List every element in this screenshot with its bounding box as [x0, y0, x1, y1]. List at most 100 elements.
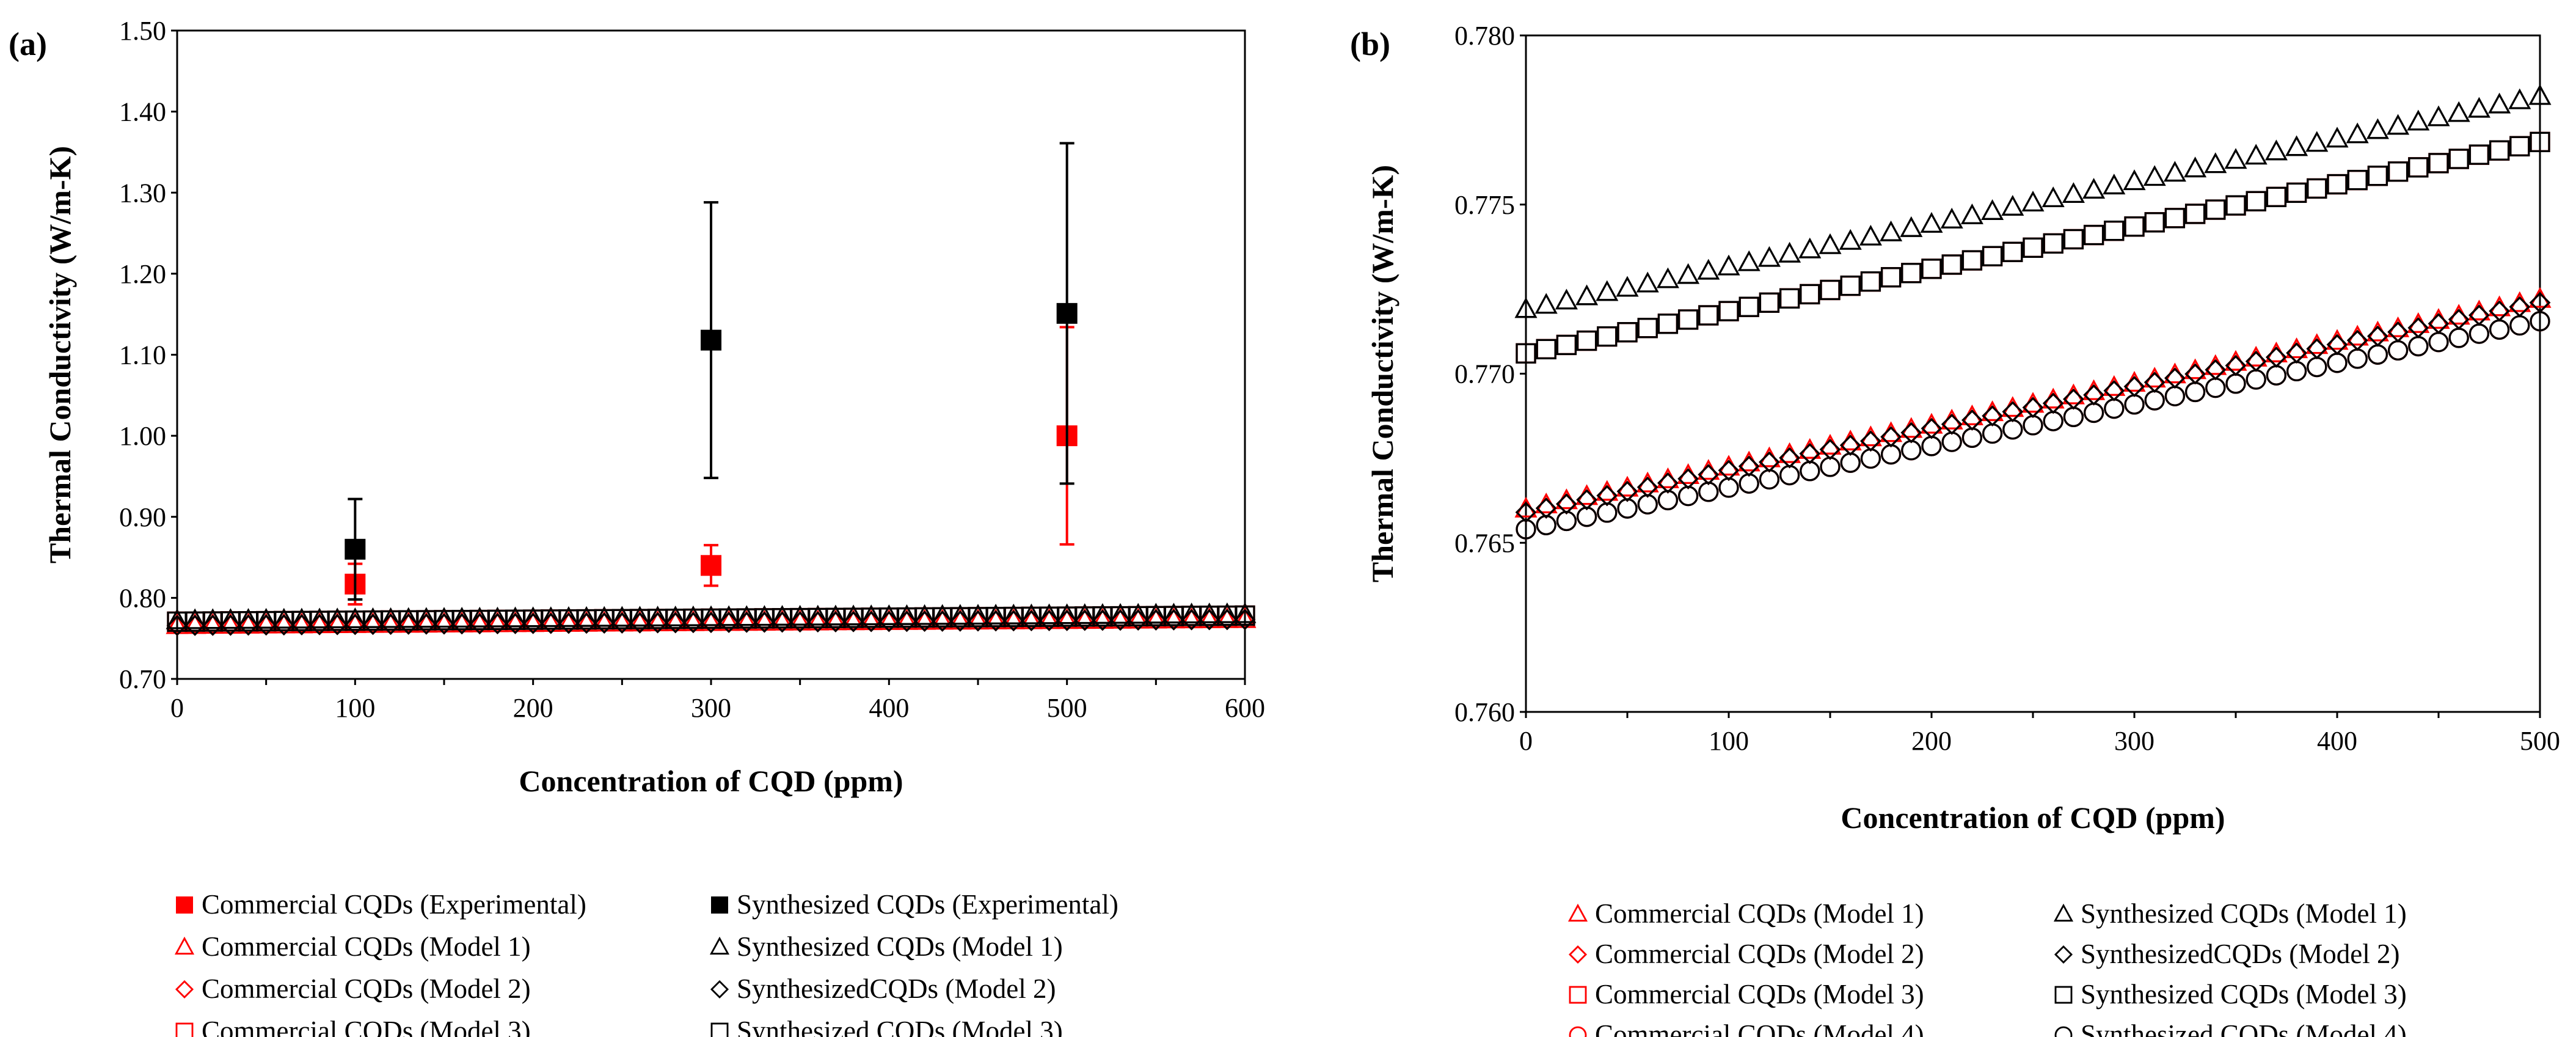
- data-point: [2124, 216, 2145, 237]
- data-point: [1718, 477, 1739, 498]
- data-point: [326, 612, 349, 634]
- data-point: [1073, 608, 1096, 629]
- legend-marker: [709, 936, 730, 955]
- legend-label: Commercial CQDs (Model 3): [202, 1016, 531, 1037]
- data-point: [2347, 348, 2368, 369]
- data-point: [1597, 326, 1618, 347]
- data-point: [700, 612, 722, 633]
- data-point: [326, 614, 348, 636]
- data-point: [2448, 328, 2469, 348]
- data-point: [2428, 153, 2449, 174]
- data-point: [1020, 603, 1043, 625]
- data-point: [2408, 335, 2429, 357]
- data-point: [2246, 369, 2266, 390]
- data-point: [647, 612, 668, 634]
- data-point: [2367, 344, 2388, 365]
- data-point: [2163, 161, 2186, 182]
- data-point: [2043, 233, 2063, 254]
- data-point: [1109, 609, 1131, 631]
- data-point: [2023, 237, 2043, 258]
- data-point: [789, 609, 812, 631]
- data-point: [379, 612, 403, 633]
- data-point: [2468, 144, 2490, 165]
- data-point: [1198, 607, 1221, 628]
- data-point: [1575, 284, 1599, 306]
- data-point: [1636, 271, 1659, 293]
- data-point: [166, 613, 189, 634]
- data-point: [2143, 165, 2166, 186]
- data-point: [255, 614, 277, 636]
- data-point: [255, 607, 278, 629]
- data-point: [2043, 411, 2063, 431]
- data-point: [2367, 166, 2388, 186]
- data-point: [610, 610, 633, 632]
- data-point: [1535, 497, 1557, 519]
- data-point: [646, 610, 670, 632]
- legend-marker: [1569, 1026, 1587, 1037]
- data-point: [699, 610, 723, 631]
- data-point: [2307, 178, 2327, 199]
- data-point: [2164, 208, 2186, 229]
- data-point: [1126, 607, 1150, 629]
- data-point: [1759, 451, 1780, 473]
- data-point: [717, 610, 740, 631]
- y-tick-label: 1.40: [119, 97, 166, 127]
- x-tick-label: 300: [2114, 726, 2155, 756]
- data-point: [1002, 603, 1025, 625]
- data-point: [2164, 386, 2186, 406]
- data-point: [1759, 292, 1780, 313]
- data-point: [1738, 455, 1760, 477]
- data-point: [771, 605, 794, 626]
- data-point: [1820, 279, 1841, 301]
- data-point: [1162, 603, 1185, 624]
- data-point: [699, 605, 723, 626]
- legend-marker: [2054, 945, 2073, 964]
- data-point: [701, 329, 721, 351]
- data-point: [1697, 258, 1720, 280]
- data-point: [1840, 275, 1861, 296]
- data-point: [931, 609, 954, 630]
- legend-marker: [711, 896, 728, 914]
- data-point: [966, 609, 990, 630]
- data-point: [2063, 229, 2084, 250]
- data-point: [842, 611, 864, 632]
- series-commercial-cqds-model-4-: [1516, 311, 2550, 540]
- data-point: [2104, 220, 2125, 241]
- data-point: [201, 613, 224, 634]
- x-tick-label: 100: [335, 693, 375, 723]
- x-tick-label: 200: [513, 693, 553, 723]
- series-synthesized-cqds-model-4-: [1516, 311, 2550, 540]
- data-point: [468, 606, 491, 628]
- data-point: [593, 606, 616, 627]
- legend-label: Synthesized CQDs (Model 1): [2081, 898, 2407, 929]
- data-point: [1677, 309, 1699, 330]
- data-point: [2467, 97, 2490, 118]
- data-point: [701, 555, 721, 576]
- data-point: [807, 611, 829, 633]
- legend-marker: [175, 1022, 194, 1037]
- legend-label: Commercial CQDs (Model 1): [1595, 898, 1924, 929]
- data-point: [1718, 460, 1740, 482]
- data-point: [575, 610, 598, 632]
- data-point: [2244, 144, 2268, 165]
- data-point: [486, 606, 509, 628]
- data-point: [1921, 258, 1942, 279]
- data-point: [398, 614, 420, 635]
- data-point: [1216, 609, 1238, 631]
- data-point: [1144, 607, 1167, 629]
- data-point: [1637, 318, 1658, 339]
- data-point: [504, 606, 527, 628]
- data-point: [1020, 608, 1043, 629]
- legend-marker: [176, 896, 193, 914]
- legend-label: SynthesizedCQDs (Model 2): [737, 973, 1056, 1004]
- data-point: [1180, 607, 1203, 629]
- data-point: [450, 607, 473, 628]
- data-point: [432, 607, 456, 628]
- data-point: [1920, 211, 1943, 233]
- data-point: [967, 610, 989, 632]
- legend-label: SynthesizedCQDs (Model 2): [2081, 939, 2399, 969]
- series-synthesizedcqds-model-2-: [1515, 291, 2551, 523]
- legend-label: Synthesized CQDs (Model 3): [2081, 979, 2407, 1010]
- data-point: [1739, 296, 1759, 317]
- data-point: [1961, 250, 1983, 271]
